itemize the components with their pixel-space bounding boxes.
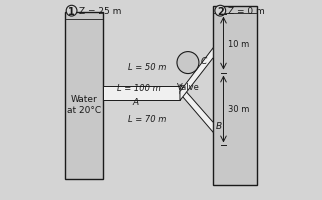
Text: Valve: Valve xyxy=(176,82,199,91)
Text: 30 m: 30 m xyxy=(229,105,250,114)
Text: 2: 2 xyxy=(217,7,224,17)
Polygon shape xyxy=(180,85,213,133)
Circle shape xyxy=(66,6,77,17)
Circle shape xyxy=(215,6,226,17)
Text: 1: 1 xyxy=(68,7,75,17)
Text: B: B xyxy=(215,121,222,130)
FancyBboxPatch shape xyxy=(213,7,257,185)
Text: 10 m: 10 m xyxy=(229,39,250,48)
Text: L = 50 m: L = 50 m xyxy=(128,63,166,72)
Text: Z = 0 m: Z = 0 m xyxy=(228,7,265,16)
Text: A: A xyxy=(132,98,138,106)
FancyBboxPatch shape xyxy=(65,13,103,179)
Polygon shape xyxy=(103,86,180,100)
Text: C: C xyxy=(201,57,207,66)
Circle shape xyxy=(177,52,199,74)
Text: Z = 25 m: Z = 25 m xyxy=(79,7,121,16)
Text: L = 100 m: L = 100 m xyxy=(117,84,161,93)
Text: Water
at 20°C: Water at 20°C xyxy=(67,95,101,114)
Text: L = 70 m: L = 70 m xyxy=(128,114,166,123)
Polygon shape xyxy=(180,48,213,101)
